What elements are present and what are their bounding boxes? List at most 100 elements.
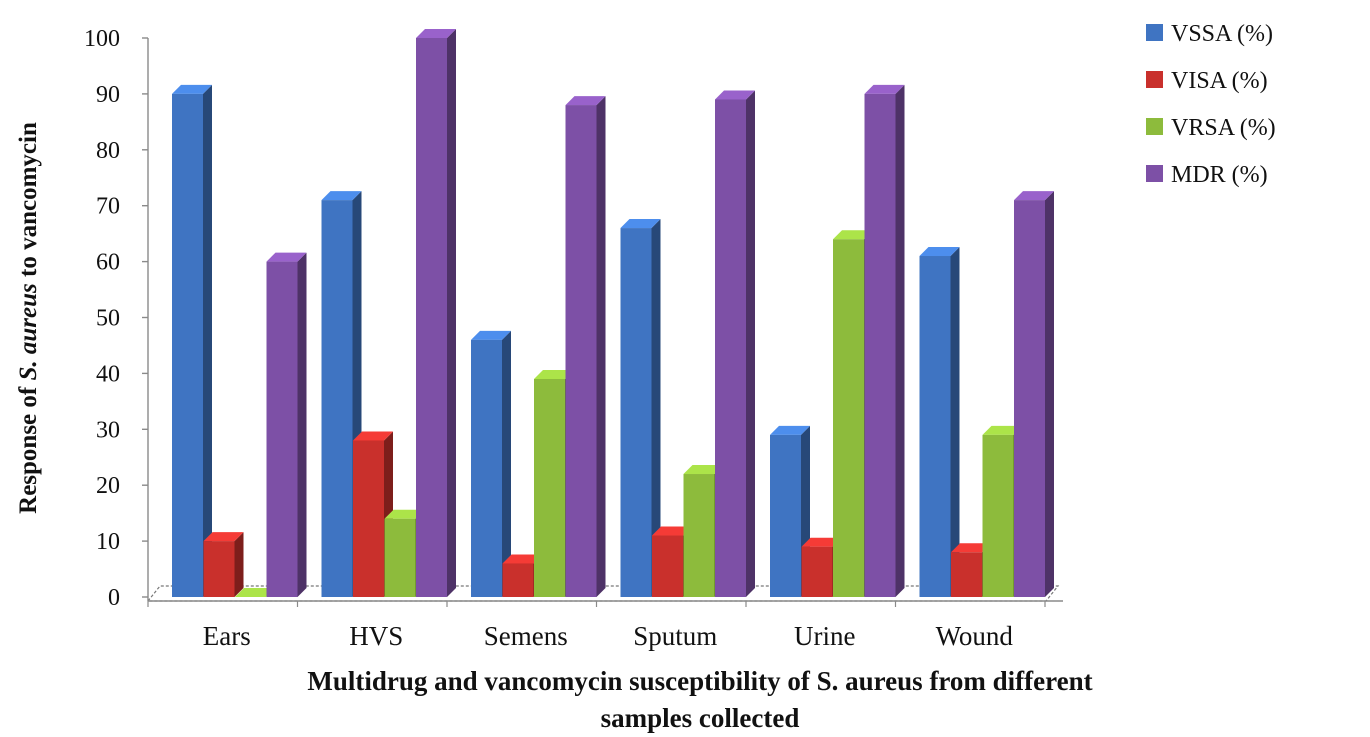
y-axis-title-suffix: to vancomycin [15, 122, 42, 283]
bar-front [982, 434, 1014, 597]
bar-top [565, 96, 606, 106]
bar-sputum-4 [715, 90, 755, 598]
legend-label: MDR (%) [1171, 162, 1268, 188]
bar-front [864, 93, 896, 598]
bar-side [234, 532, 244, 597]
bar-front [384, 518, 416, 597]
y-tick-label: 10 [96, 529, 120, 555]
bar-hvs-1 [321, 191, 362, 598]
bar-front [416, 38, 447, 597]
y-axis-title: Response of S. aureus to vancomycin [15, 122, 42, 514]
x-category-label: Urine [794, 621, 855, 651]
bar-top [770, 425, 810, 435]
bar-front [683, 474, 715, 597]
bar-side [596, 96, 606, 597]
bar-front [266, 261, 298, 597]
x-category-label: Wound [936, 621, 1014, 651]
bar-side [297, 252, 307, 597]
bar-top [235, 588, 275, 597]
x-category-label: Ears [203, 621, 251, 651]
bar-top [982, 425, 1023, 435]
bar-front [833, 239, 864, 598]
bar-side [651, 219, 661, 597]
bar-top [864, 84, 905, 94]
bar-top [266, 252, 307, 262]
legend-swatch [1146, 71, 1163, 88]
bar-top [172, 84, 212, 94]
bar-top [321, 191, 362, 201]
bar-front [502, 563, 534, 597]
bar-top [715, 90, 755, 100]
legend-label: VISA (%) [1171, 68, 1268, 94]
y-tick-label: 50 [96, 306, 120, 332]
y-tick-label: 60 [96, 250, 120, 276]
bar-front [353, 440, 384, 597]
bar-front [770, 434, 801, 597]
bar-front [919, 256, 951, 597]
bar-ears-2 [203, 532, 244, 597]
bar-top [683, 465, 724, 475]
legend-swatch [1146, 24, 1163, 41]
bar-front [203, 541, 235, 597]
x-axis-categories: Ears HVS Semens Sputum Urine Wound [203, 621, 1014, 651]
x-category-label: Semens [484, 621, 568, 651]
x-category-label: HVS [349, 621, 403, 651]
bar-front [1014, 200, 1045, 598]
y-tick-label: 90 [96, 82, 120, 108]
bar-top [801, 537, 842, 547]
bar-semens-4 [565, 96, 606, 597]
legend-label: VSSA (%) [1171, 21, 1273, 47]
legend-item: VSSA (%) [1146, 21, 1273, 47]
y-tick-label: 30 [96, 417, 120, 443]
bar-top [919, 247, 960, 257]
legend-swatch [1146, 118, 1163, 135]
y-axis-title-italic: S. aureus [15, 283, 42, 380]
bars-group [172, 29, 1054, 598]
bar-front [565, 105, 597, 597]
bar-front [715, 99, 746, 598]
x-category-label: Sputum [633, 621, 717, 651]
bar-top [502, 554, 543, 564]
y-tick-label: 80 [96, 138, 120, 164]
legend: VSSA (%) VISA (%) VRSA (%) MDR (%) [1146, 21, 1276, 188]
bar-front [172, 93, 203, 598]
legend-label: VRSA (%) [1171, 115, 1276, 141]
bar-wound-4 [1014, 191, 1054, 598]
y-tick-label: 100 [84, 26, 120, 52]
bar-front [652, 535, 683, 597]
y-tick-label: 0 [108, 585, 120, 611]
bar-side [746, 90, 755, 598]
y-axis: 0 10 20 30 40 50 60 70 80 90 100 [84, 26, 1046, 611]
bar-hvs-2 [353, 431, 393, 597]
bar-side [502, 330, 511, 597]
bar-side [950, 247, 960, 597]
bar-ears-3 [235, 588, 275, 597]
bar-front [321, 200, 353, 598]
bar-wound-1 [919, 247, 960, 597]
bar-top [951, 543, 991, 553]
bar-front [534, 378, 565, 597]
bar-top [1014, 191, 1054, 201]
bar-urine-4 [864, 84, 905, 598]
bar-front [801, 546, 833, 597]
bar-ears-1 [172, 84, 212, 598]
bar-side [447, 29, 456, 597]
bar-side [895, 84, 905, 597]
bar-top [203, 532, 244, 542]
bar-top [384, 509, 425, 519]
y-tick-label: 40 [96, 361, 120, 387]
bar-ears-4 [266, 252, 307, 597]
y-axis-title-prefix: Response of [15, 381, 42, 514]
bar-semens-1 [471, 330, 511, 597]
x-axis-title-line1: Multidrug and vancomycin susceptibility … [307, 666, 1092, 696]
bar-top [652, 526, 692, 536]
bar-side [1045, 191, 1054, 598]
legend-item: VRSA (%) [1146, 115, 1276, 141]
y-tick-label: 70 [96, 194, 120, 220]
bar-top [833, 230, 873, 240]
y-tick-label: 20 [96, 473, 120, 499]
legend-item: MDR (%) [1146, 162, 1268, 188]
bar-top [534, 369, 574, 379]
bar-top [353, 431, 393, 441]
